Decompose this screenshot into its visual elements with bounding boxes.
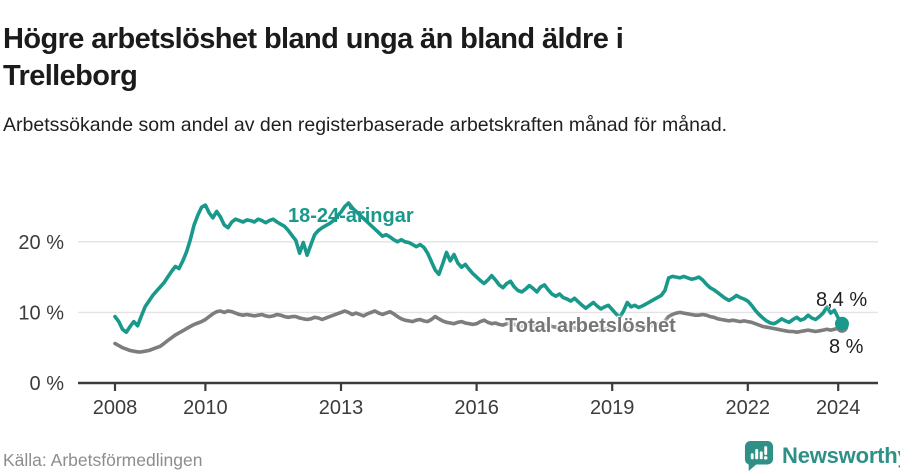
x-tick-label: 2010 [183, 397, 228, 419]
end-dot-youth [834, 316, 849, 331]
x-tick-label: 2024 [816, 397, 861, 419]
chart-subtitle: Arbetssökande som andel av den registerb… [3, 113, 728, 136]
end-value-label-youth: 8,4 % [816, 289, 868, 311]
series-label-total: Total arbetslöshet [505, 315, 676, 337]
y-tick-label: 10 % [18, 302, 64, 324]
y-tick-label: 0 % [30, 373, 65, 395]
series-label-youth: 18-24-åringar [288, 205, 414, 227]
newsworthy-wordmark: Newsworthy [782, 443, 900, 468]
newsworthy-logo: Newsworthy [744, 440, 900, 472]
x-tick-label: 2016 [454, 397, 499, 419]
x-tick-label: 2019 [590, 397, 635, 419]
x-tick-label: 2008 [93, 397, 138, 419]
newsworthy-bubble-chart-icon [744, 441, 774, 471]
source-attribution: Källa: Arbetsförmedlingen [3, 450, 203, 470]
x-tick-label: 2022 [726, 397, 771, 419]
end-value-label-total: 8 % [829, 336, 864, 358]
page-title: Högre arbetslöshet bland unga än bland ä… [3, 23, 624, 93]
line-youth [113, 201, 844, 335]
x-tick-label: 2013 [319, 397, 364, 419]
y-tick-label: 20 % [18, 232, 64, 254]
line-total [113, 309, 844, 354]
